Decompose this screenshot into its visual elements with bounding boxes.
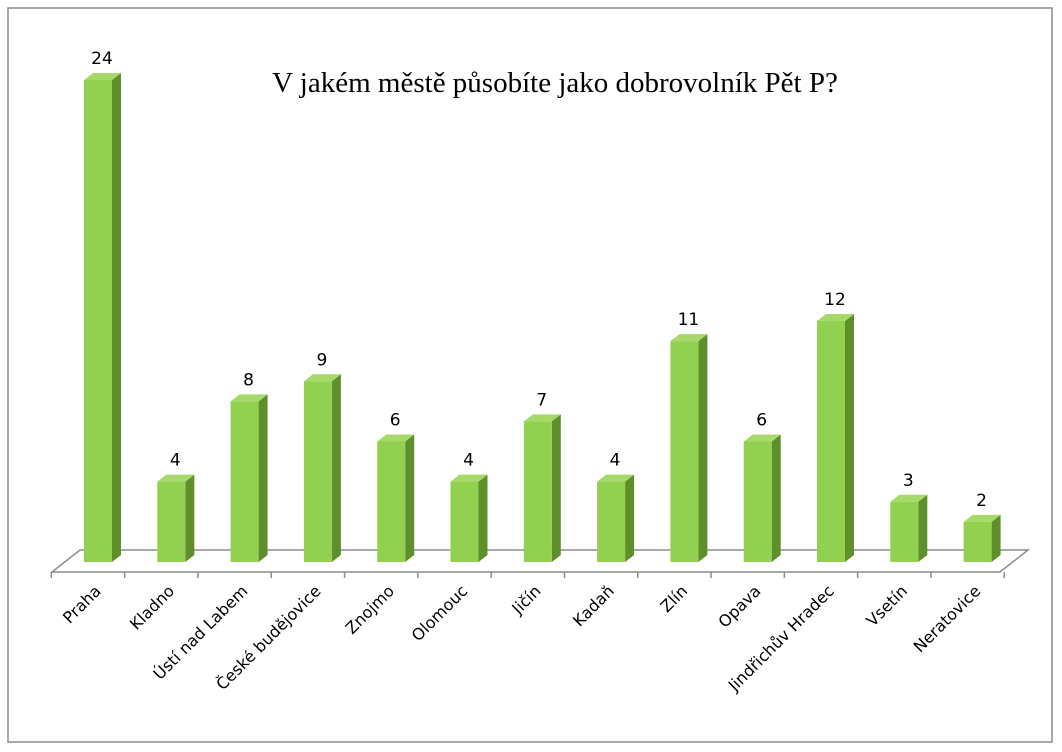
data-label: 11: [678, 310, 700, 330]
bar-side: [112, 73, 121, 562]
bar: [303, 374, 341, 562]
data-label: 6: [756, 411, 767, 431]
bar: [817, 314, 854, 562]
bar-side: [771, 434, 781, 562]
bar: [157, 474, 195, 562]
bar-top: [963, 514, 1001, 522]
bar-side: [698, 334, 708, 562]
bar-front: [84, 80, 112, 562]
data-label: 24: [91, 49, 113, 69]
bar: [377, 434, 415, 562]
bar-front: [890, 501, 919, 562]
data-label: 6: [390, 411, 401, 431]
bar-top: [523, 414, 561, 422]
bar-front: [597, 481, 626, 562]
bar-side: [185, 474, 195, 562]
bar-top: [450, 474, 488, 482]
bar: [743, 434, 781, 562]
chart-title: V jakém městě působíte jako dobrovolník …: [272, 67, 838, 99]
bar-top: [817, 314, 854, 321]
chart-frame: [7, 7, 1053, 743]
bar-top: [303, 374, 341, 382]
bar-front: [450, 481, 479, 562]
data-label: 12: [824, 290, 846, 310]
bar-side: [331, 374, 341, 562]
bar-side: [625, 474, 635, 562]
data-label: 4: [610, 451, 621, 471]
bar-front: [743, 441, 772, 562]
bar-front: [303, 381, 332, 562]
bar-top: [597, 474, 635, 482]
bar-top: [377, 434, 415, 442]
bar: [84, 73, 121, 562]
bar-side: [551, 414, 561, 562]
bar-top: [890, 494, 928, 502]
bar-front: [670, 341, 699, 562]
data-label: 3: [903, 471, 914, 491]
bar: [670, 334, 708, 562]
bar-top: [84, 73, 121, 80]
bar-side: [845, 314, 854, 562]
data-label: 9: [316, 350, 327, 370]
bar-top: [743, 434, 781, 442]
bar-front: [377, 441, 406, 562]
data-label: 8: [243, 370, 254, 390]
bar-top: [157, 474, 195, 482]
bar: [523, 414, 561, 562]
bar: [450, 474, 488, 562]
bar-side: [918, 494, 928, 562]
bar-front: [963, 521, 992, 562]
data-label: 7: [536, 390, 547, 410]
bar-side: [478, 474, 488, 562]
bar: [597, 474, 635, 562]
bar-side: [258, 394, 268, 562]
bar-top: [230, 394, 268, 402]
bar-side: [405, 434, 415, 562]
data-label: 4: [463, 451, 474, 471]
bar-top: [670, 334, 708, 342]
bar-front: [523, 421, 552, 562]
data-label: 2: [976, 491, 987, 511]
bar-front: [817, 321, 845, 562]
bar: [890, 494, 928, 562]
bar: [963, 514, 1001, 562]
bar-front: [157, 481, 186, 562]
data-label: 4: [170, 451, 181, 471]
bar: [230, 394, 268, 562]
bar-side: [991, 514, 1001, 562]
bar-front: [230, 401, 259, 562]
